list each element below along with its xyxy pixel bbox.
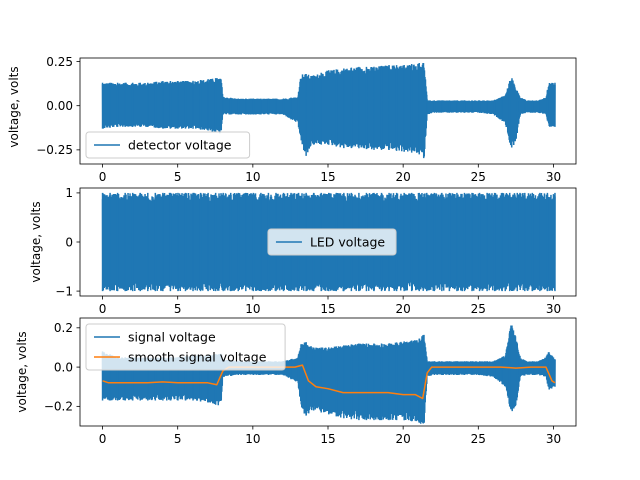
y-tick-label: 0.2: [54, 321, 73, 335]
x-tick-label: 25: [471, 170, 486, 184]
y-tick-label: 0.0: [54, 360, 73, 374]
subplot-led-voltage: voltage, volts 0 5 10 15 20 25 30 −1 0 1 LED volta…: [29, 186, 577, 316]
x-tick-label: 20: [396, 170, 411, 184]
x-tick-label: 30: [546, 432, 561, 446]
legend-frame: [85, 323, 286, 371]
x-tick-label: 10: [245, 302, 260, 316]
x-tick-label: 0: [99, 170, 107, 184]
y-tick-label: 0.00: [46, 99, 73, 113]
x-tick-label: 30: [546, 302, 561, 316]
subplot-signal-voltage: voltage, volts 0 5 10 15 20 25 30 −0.2 0.0 0.2 sig…: [15, 317, 577, 446]
plot-area: [101, 325, 556, 424]
x-tick-label: 30: [546, 170, 561, 184]
x-tick-label: 15: [320, 432, 335, 446]
legend-label: LED voltage: [310, 235, 385, 250]
x-tick-label: 0: [99, 432, 107, 446]
y-tick-label: 0: [65, 235, 73, 249]
y-tick-label: 1: [65, 186, 73, 200]
x-tick-label: 5: [174, 302, 182, 316]
y-axis-label: voltage, volts: [29, 201, 43, 282]
y-tick-label: 0.25: [46, 55, 73, 69]
x-tick-label: 5: [174, 432, 182, 446]
legend-label: smooth signal voltage: [128, 350, 267, 365]
y-axis-label: voltage, volts: [7, 66, 21, 147]
subplot-detector-voltage: voltage, volts 0 5 10 15 20 25 30 −0.25 0.00 0.25…: [7, 55, 577, 184]
series-line-smooth-signal-voltage: [102, 364, 556, 400]
y-tick-label: −0.25: [36, 143, 73, 157]
legend: detector voltage: [85, 131, 251, 159]
series-envelope-detector-voltage: [101, 62, 556, 156]
x-tick-label: 0: [99, 302, 107, 316]
x-tick-label: 15: [320, 170, 335, 184]
legend-label: signal voltage: [128, 330, 216, 345]
x-tick-label: 10: [245, 170, 260, 184]
y-tick-label: −1: [55, 284, 73, 298]
x-tick-label: 15: [320, 302, 335, 316]
legend-frame: [267, 228, 397, 256]
legend: signal voltage smooth signal voltage: [85, 323, 286, 371]
legend: LED voltage: [267, 228, 397, 256]
x-tick-label: 20: [396, 432, 411, 446]
y-axis-label: voltage, volts: [15, 331, 29, 412]
x-tick-label: 5: [174, 170, 182, 184]
legend-frame: [85, 131, 251, 159]
x-tick-label: 25: [471, 432, 486, 446]
y-tick-label: −0.2: [44, 400, 73, 414]
legend-label: detector voltage: [128, 138, 232, 153]
x-tick-label: 20: [396, 302, 411, 316]
x-tick-label: 25: [471, 302, 486, 316]
plot-area: [101, 62, 556, 159]
x-tick-label: 10: [245, 432, 260, 446]
